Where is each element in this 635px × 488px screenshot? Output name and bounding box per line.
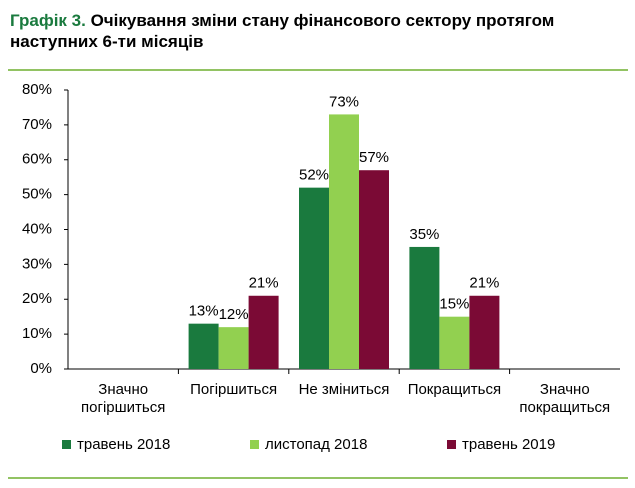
data-label: 21% — [469, 275, 499, 292]
bar — [248, 295, 279, 369]
y-tick-label: 70% — [22, 116, 52, 133]
bar — [218, 327, 249, 369]
y-tick-label: 80% — [22, 81, 52, 98]
y-tick-label: 50% — [22, 186, 52, 203]
data-label: 15% — [439, 296, 469, 313]
bar — [329, 114, 359, 369]
y-tick-label: 10% — [22, 325, 52, 342]
data-label: 52% — [299, 167, 329, 184]
data-label: 21% — [249, 275, 279, 292]
data-label: 13% — [189, 303, 219, 320]
bar — [409, 246, 440, 369]
data-label: 57% — [359, 149, 389, 166]
bar — [469, 295, 500, 369]
y-tick-label: 60% — [22, 151, 52, 168]
bar — [188, 323, 219, 369]
legend-swatch — [250, 440, 259, 449]
y-tick-label: 40% — [22, 220, 52, 237]
title-label: Графік 3. — [10, 11, 86, 30]
y-tick-label: 30% — [22, 255, 52, 272]
legend-label: листопад 2018 — [265, 436, 367, 453]
x-tick-label: Значно погіршиться — [81, 381, 166, 416]
legend-swatch — [447, 440, 456, 449]
data-label: 12% — [219, 306, 249, 323]
y-tick-label: 20% — [22, 290, 52, 307]
bar — [439, 316, 470, 369]
x-tick-label: Значно покращиться — [519, 381, 611, 416]
data-label: 35% — [409, 226, 439, 243]
y-tick-label: 0% — [30, 360, 52, 377]
data-label: 73% — [329, 93, 359, 110]
title-text: Очікування зміни стану фінансового секто… — [10, 11, 555, 51]
x-tick-label: Не зміниться — [298, 381, 390, 398]
bar — [359, 170, 389, 369]
chart-title: Графік 3. Очікування зміни стану фінансо… — [10, 10, 555, 52]
legend-label: травень 2018 — [77, 436, 170, 453]
x-tick-label: Покращиться — [407, 381, 502, 398]
legend-label: травень 2019 — [462, 436, 555, 453]
legend-swatch — [62, 440, 71, 449]
x-tick-label: Погіршиться — [190, 381, 278, 398]
bar — [299, 187, 329, 369]
